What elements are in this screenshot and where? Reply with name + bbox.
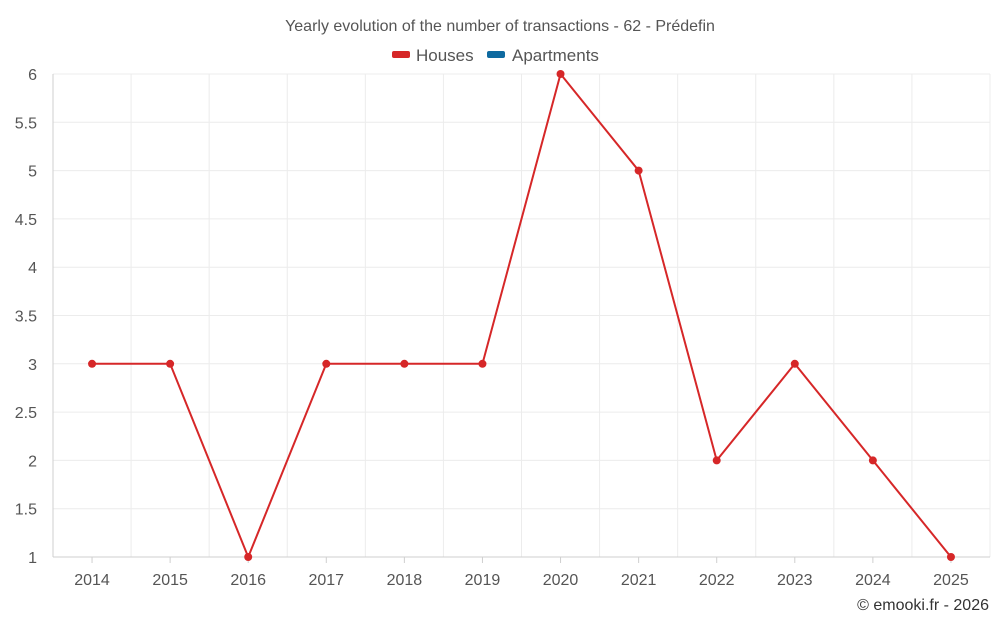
- x-axis-ticks: 2014 2015 2016 2017 2018 2019 2020 2021 2022 2023…: [74, 557, 969, 589]
- data-point-houses-2016: [244, 553, 253, 561]
- data-point-houses-2019: [478, 359, 487, 368]
- data-point-houses-2023: [790, 359, 799, 368]
- x-tick-label: 2024: [855, 572, 891, 589]
- y-tick-label: 4: [28, 260, 37, 277]
- data-point-houses-2022: [712, 456, 721, 465]
- y-tick-label: 4.5: [15, 212, 37, 229]
- x-tick-label: 2019: [465, 572, 501, 589]
- chart-title: Yearly evolution of the number of transa…: [285, 18, 715, 35]
- series-houses: [88, 70, 955, 561]
- data-point-houses-2015: [166, 359, 175, 368]
- y-tick-label: 3.5: [15, 309, 37, 326]
- x-tick-label: 2016: [230, 572, 266, 589]
- x-tick-label: 2020: [543, 572, 579, 589]
- legend-item-houses[interactable]: Houses: [392, 46, 474, 65]
- y-tick-label: 5.5: [15, 115, 37, 132]
- axes: [52, 74, 990, 558]
- data-point-houses-2025: [946, 553, 955, 561]
- x-tick-label: 2015: [152, 572, 188, 589]
- legend: Houses Apartments: [392, 46, 599, 65]
- data-point-houses-2020: [556, 70, 565, 78]
- x-tick-label: 2014: [74, 572, 110, 589]
- data-point-houses-2018: [400, 359, 409, 368]
- x-tick-label: 2025: [933, 572, 969, 589]
- credit-text: © emooki.fr - 2026: [857, 597, 989, 614]
- data-point-houses-2017: [322, 359, 331, 368]
- data-point-houses-2014: [88, 359, 97, 368]
- legend-swatch-houses: [392, 51, 410, 58]
- legend-label-apartments: Apartments: [512, 46, 599, 65]
- x-tick-label: 2017: [308, 572, 344, 589]
- y-tick-label: 2.5: [15, 405, 37, 422]
- grid: [52, 73, 991, 558]
- legend-swatch-apartments: [487, 51, 505, 58]
- data-point-houses-2021: [634, 166, 643, 175]
- y-tick-label: 5: [28, 164, 37, 181]
- x-tick-label: 2018: [387, 572, 423, 589]
- series-line-houses: [92, 73, 952, 558]
- y-tick-label: 1: [28, 550, 37, 567]
- data-point-houses-2024: [868, 456, 877, 465]
- y-tick-label: 2: [28, 453, 37, 470]
- x-tick-label: 2022: [699, 572, 735, 589]
- legend-label-houses: Houses: [416, 46, 474, 65]
- y-axis-ticks: 1 1.5 2 2.5 3 3.5 4 4.5 5 5.5 6: [15, 67, 37, 567]
- x-tick-label: 2021: [621, 572, 657, 589]
- y-tick-label: 1.5: [15, 502, 37, 519]
- legend-item-apartments[interactable]: Apartments: [487, 46, 599, 65]
- y-tick-label: 3: [28, 357, 37, 374]
- x-tick-label: 2023: [777, 572, 813, 589]
- y-tick-label: 6: [28, 67, 37, 84]
